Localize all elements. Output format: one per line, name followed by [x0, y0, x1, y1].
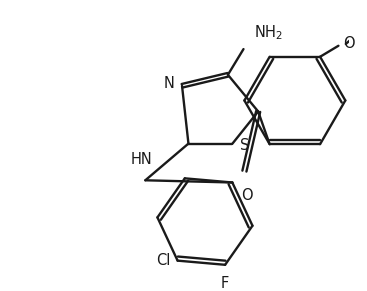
- Text: S: S: [240, 138, 249, 153]
- Text: Cl: Cl: [156, 253, 170, 268]
- Text: NH$_2$: NH$_2$: [254, 23, 283, 42]
- Text: F: F: [221, 276, 229, 291]
- Text: O: O: [241, 188, 253, 203]
- Text: HN: HN: [131, 152, 153, 167]
- Text: O: O: [343, 36, 355, 51]
- Text: N: N: [164, 77, 175, 91]
